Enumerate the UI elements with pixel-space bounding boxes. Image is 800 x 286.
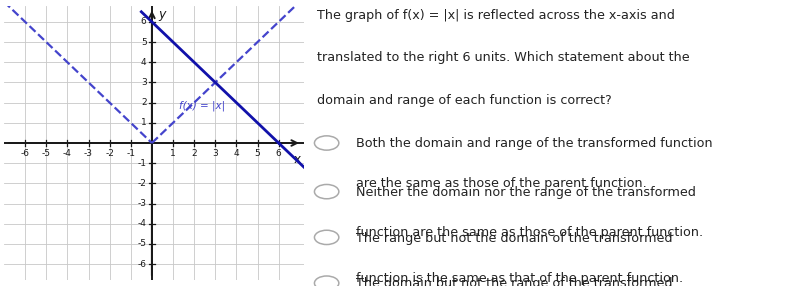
Text: 5: 5 <box>254 149 260 158</box>
Text: -3: -3 <box>138 199 146 208</box>
Text: -6: -6 <box>21 149 30 158</box>
Text: -5: -5 <box>42 149 50 158</box>
Text: 2: 2 <box>191 149 197 158</box>
Text: The domain but not the range of the transformed: The domain but not the range of the tran… <box>356 277 673 286</box>
Text: 4: 4 <box>141 58 146 67</box>
Text: domain and range of each function is correct?: domain and range of each function is cor… <box>317 94 612 107</box>
Text: 1: 1 <box>141 118 146 127</box>
Text: -1: -1 <box>138 159 146 168</box>
Text: -2: -2 <box>138 179 146 188</box>
Text: The range but not the domain of the transformed: The range but not the domain of the tran… <box>356 232 673 245</box>
Text: -1: -1 <box>126 149 135 158</box>
Text: Neither the domain nor the range of the transformed: Neither the domain nor the range of the … <box>356 186 696 199</box>
Text: y: y <box>158 8 166 21</box>
Text: 6: 6 <box>141 17 146 26</box>
Text: 2: 2 <box>141 98 146 107</box>
Text: -3: -3 <box>84 149 93 158</box>
Text: 3: 3 <box>141 78 146 87</box>
Text: translated to the right 6 units. Which statement about the: translated to the right 6 units. Which s… <box>317 51 690 64</box>
Text: -5: -5 <box>138 239 146 249</box>
Text: Both the domain and range of the transformed function: Both the domain and range of the transfo… <box>356 137 713 150</box>
Text: -2: -2 <box>105 149 114 158</box>
Text: 5: 5 <box>141 37 146 47</box>
Text: f(x) = |x|: f(x) = |x| <box>179 101 226 111</box>
Text: The graph of f(x) = |x| is reflected across the x-axis and: The graph of f(x) = |x| is reflected acr… <box>317 9 674 21</box>
Text: -4: -4 <box>63 149 72 158</box>
Text: function is the same as that of the parent function.: function is the same as that of the pare… <box>356 272 683 285</box>
Text: 1: 1 <box>170 149 176 158</box>
Text: 3: 3 <box>212 149 218 158</box>
Text: are the same as those of the parent function.: are the same as those of the parent func… <box>356 177 646 190</box>
Text: -4: -4 <box>138 219 146 228</box>
Text: x: x <box>294 153 302 166</box>
Text: 6: 6 <box>276 149 282 158</box>
Text: -6: -6 <box>138 260 146 269</box>
Text: function are the same as those of the parent function.: function are the same as those of the pa… <box>356 226 703 239</box>
Text: 4: 4 <box>234 149 239 158</box>
